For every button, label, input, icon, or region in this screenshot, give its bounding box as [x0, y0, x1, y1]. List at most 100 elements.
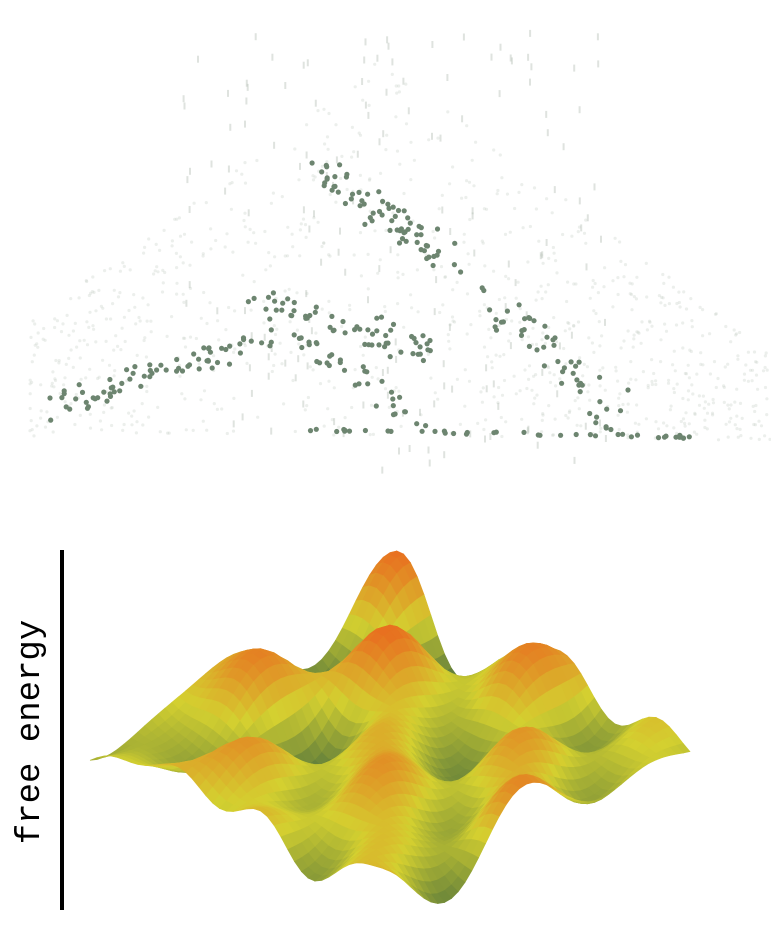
faint-point	[755, 360, 759, 364]
faint-point	[498, 153, 502, 157]
faint-point	[133, 305, 137, 309]
point	[191, 351, 197, 357]
faint-point	[635, 330, 639, 334]
faint-tick	[431, 41, 434, 48]
faint-point	[248, 227, 252, 231]
faint-point	[127, 308, 131, 313]
faint-point	[145, 384, 149, 388]
faint-tick	[585, 263, 588, 271]
faint-point	[683, 421, 687, 425]
point	[405, 215, 411, 221]
faint-point	[202, 389, 207, 393]
faint-point	[308, 365, 312, 369]
faint-point	[443, 275, 447, 279]
faint-point	[252, 231, 256, 235]
point	[291, 332, 297, 338]
faint-tick	[514, 279, 517, 287]
faint-tick	[526, 427, 529, 435]
faint-point	[90, 290, 94, 294]
faint-point	[726, 435, 730, 439]
faint-point	[143, 245, 147, 249]
point	[361, 201, 367, 207]
faint-tick	[284, 82, 287, 89]
point	[424, 243, 431, 249]
faint-point	[353, 85, 357, 89]
faint-point	[74, 392, 78, 397]
faint-tick	[227, 89, 229, 97]
faint-point	[394, 386, 398, 390]
faint-point	[565, 299, 569, 304]
faint-point	[350, 405, 354, 410]
faint-tick	[367, 296, 369, 304]
faint-point	[650, 379, 654, 384]
point	[174, 368, 180, 374]
point	[226, 361, 233, 367]
faint-point	[295, 291, 299, 295]
faint-point	[632, 295, 637, 299]
faint-point	[35, 424, 39, 428]
faint-point	[548, 371, 552, 375]
faint-point	[514, 296, 518, 300]
faint-tick	[570, 331, 573, 339]
faint-point	[662, 421, 666, 425]
faint-point	[370, 375, 374, 379]
faint-point	[243, 181, 248, 185]
point	[374, 315, 380, 321]
faint-tick	[485, 364, 488, 372]
faint-point	[517, 190, 521, 194]
faint-point	[121, 261, 125, 265]
faint-point	[460, 196, 464, 200]
faint-point	[383, 387, 388, 391]
faint-point	[165, 334, 169, 338]
faint-point	[97, 375, 101, 379]
faint-point	[170, 239, 174, 243]
faint-point	[41, 337, 45, 341]
point	[434, 252, 440, 258]
faint-tick	[489, 433, 492, 440]
faint-point	[564, 362, 568, 366]
faint-point	[232, 350, 236, 354]
faint-point	[147, 415, 151, 419]
point	[560, 369, 566, 375]
faint-tick	[402, 77, 405, 85]
faint-point	[209, 247, 213, 251]
faint-point	[692, 430, 697, 434]
point	[356, 189, 362, 195]
faint-point	[656, 427, 661, 431]
faint-point	[311, 174, 315, 178]
faint-tick	[361, 78, 364, 85]
faint-point	[278, 341, 282, 345]
faint-point	[134, 431, 138, 435]
faint-point	[78, 413, 82, 417]
faint-point	[537, 239, 541, 243]
faint-tick	[545, 239, 548, 246]
point	[332, 174, 338, 180]
faint-point	[541, 261, 545, 265]
point	[147, 374, 153, 380]
point	[434, 226, 441, 232]
faint-tick	[530, 63, 533, 71]
faint-point	[109, 406, 113, 410]
faint-point	[503, 232, 508, 236]
point	[592, 433, 599, 439]
faint-point	[440, 193, 444, 197]
faint-point	[85, 320, 89, 324]
faint-point	[156, 405, 160, 409]
faint-point	[322, 424, 326, 428]
faint-point	[384, 228, 388, 232]
faint-point	[217, 338, 221, 342]
faint-point	[553, 417, 557, 421]
faint-point	[661, 296, 665, 300]
faint-point	[675, 301, 679, 306]
faint-point	[102, 410, 106, 414]
faint-tick	[305, 290, 308, 298]
faint-point	[241, 273, 245, 277]
point	[138, 383, 144, 389]
point	[327, 324, 333, 330]
faint-tick	[510, 57, 513, 65]
point	[309, 160, 315, 166]
point	[219, 345, 225, 351]
faint-point	[532, 374, 536, 378]
faint-point	[684, 411, 688, 415]
faint-tick	[529, 29, 532, 37]
